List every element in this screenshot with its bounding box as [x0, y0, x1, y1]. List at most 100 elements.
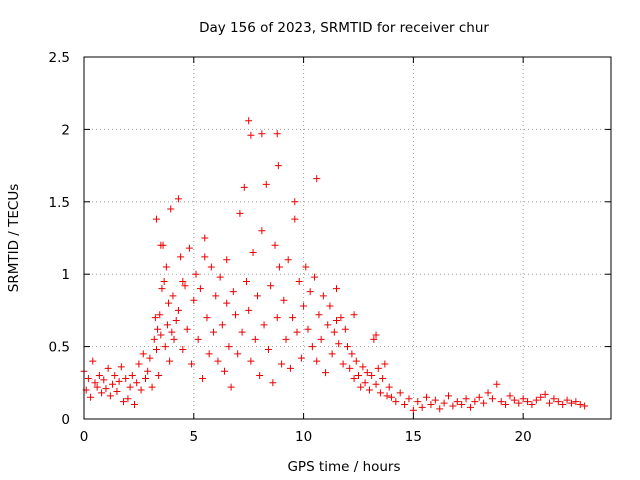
- data-point: [229, 288, 237, 296]
- y-tick-labels: 0 0.5 1 1.5 2 2.5: [49, 50, 70, 428]
- data-point: [157, 241, 165, 249]
- data-point: [372, 380, 380, 388]
- chart-title: Day 156 of 2023, SRMTID for receiver chu…: [199, 20, 489, 36]
- data-point: [131, 401, 139, 409]
- data-point: [117, 363, 125, 371]
- y-tick-label: 1.5: [49, 195, 70, 211]
- data-point: [210, 328, 218, 336]
- data-point: [157, 331, 165, 339]
- data-point: [537, 393, 545, 401]
- data-point: [462, 395, 470, 403]
- data-point: [240, 183, 248, 191]
- grid-lines: [84, 57, 611, 419]
- data-point: [480, 399, 488, 407]
- data-point: [201, 234, 209, 242]
- data-point: [148, 383, 156, 391]
- data-point: [196, 285, 204, 293]
- data-point: [319, 292, 327, 300]
- data-point: [158, 285, 166, 293]
- data-point: [102, 385, 110, 393]
- data-point: [122, 374, 130, 382]
- data-point: [174, 195, 182, 203]
- data-point: [247, 131, 255, 139]
- data-point: [214, 357, 222, 365]
- data-point: [154, 325, 162, 333]
- data-point: [528, 401, 536, 409]
- data-point: [100, 376, 108, 384]
- data-point: [225, 343, 233, 351]
- data-point: [418, 403, 426, 411]
- data-point: [326, 302, 334, 310]
- data-point: [278, 360, 286, 368]
- data-point: [264, 345, 272, 353]
- data-point: [374, 364, 382, 372]
- data-point: [126, 383, 134, 391]
- data-point: [423, 393, 431, 401]
- data-point: [223, 256, 231, 264]
- data-point: [324, 321, 332, 329]
- x-tick-labels: 0 5 10 15 20: [80, 429, 532, 445]
- y-tick-label: 0.5: [49, 340, 70, 356]
- data-point: [333, 285, 341, 293]
- data-point: [289, 314, 297, 322]
- data-point: [273, 314, 281, 322]
- data-point: [212, 292, 220, 300]
- data-point: [245, 306, 253, 314]
- data-point: [190, 296, 198, 304]
- y-tick-label: 0: [61, 412, 70, 428]
- data-point: [194, 335, 202, 343]
- data-point: [256, 372, 264, 380]
- data-point: [151, 314, 159, 322]
- data-point: [379, 374, 387, 382]
- y-tick-label: 2.5: [49, 50, 70, 66]
- data-point: [346, 364, 354, 372]
- data-point: [258, 130, 266, 138]
- data-point: [203, 314, 211, 322]
- data-point: [177, 253, 185, 261]
- data-point: [245, 117, 253, 125]
- data-point: [524, 398, 532, 406]
- data-point: [302, 263, 310, 271]
- data-point: [315, 311, 323, 319]
- data-point: [392, 398, 400, 406]
- data-point: [169, 292, 177, 300]
- data-point: [519, 395, 527, 403]
- data-point: [297, 354, 305, 362]
- data-point: [475, 393, 483, 401]
- data-point: [550, 395, 558, 403]
- data-point: [95, 372, 103, 380]
- data-point: [317, 335, 325, 343]
- data-point: [98, 389, 106, 397]
- data-point: [238, 328, 246, 336]
- data-point: [207, 263, 215, 271]
- data-point: [91, 379, 99, 387]
- data-point: [163, 321, 171, 329]
- data-point: [166, 357, 174, 365]
- data-point: [352, 357, 360, 365]
- data-point: [282, 335, 290, 343]
- data-point: [111, 372, 119, 380]
- data-point: [124, 395, 132, 403]
- data-point: [260, 321, 268, 329]
- data-point: [139, 350, 147, 358]
- data-point: [458, 401, 466, 409]
- data-point: [165, 299, 173, 307]
- x-tick-label: 10: [295, 429, 312, 445]
- data-point: [453, 398, 461, 406]
- data-point: [502, 401, 510, 409]
- data-point: [350, 374, 358, 382]
- data-point: [141, 374, 149, 382]
- data-point: [532, 396, 540, 404]
- data-point: [385, 383, 393, 391]
- data-point: [344, 343, 351, 351]
- data-points: [80, 117, 589, 414]
- data-point: [333, 317, 341, 325]
- data-point: [275, 263, 283, 271]
- data-point: [150, 335, 158, 343]
- data-point: [431, 396, 439, 404]
- data-point: [306, 288, 314, 296]
- data-point: [192, 270, 200, 278]
- data-point: [286, 364, 294, 372]
- data-point: [227, 383, 235, 391]
- data-point: [466, 403, 474, 411]
